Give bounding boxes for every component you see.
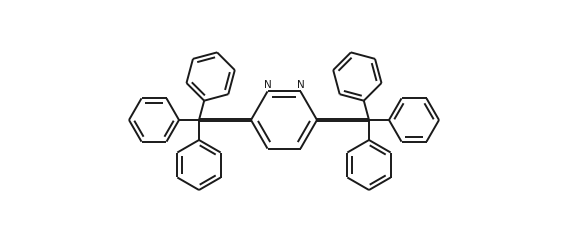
- Text: N: N: [296, 80, 304, 91]
- Text: N: N: [264, 80, 272, 91]
